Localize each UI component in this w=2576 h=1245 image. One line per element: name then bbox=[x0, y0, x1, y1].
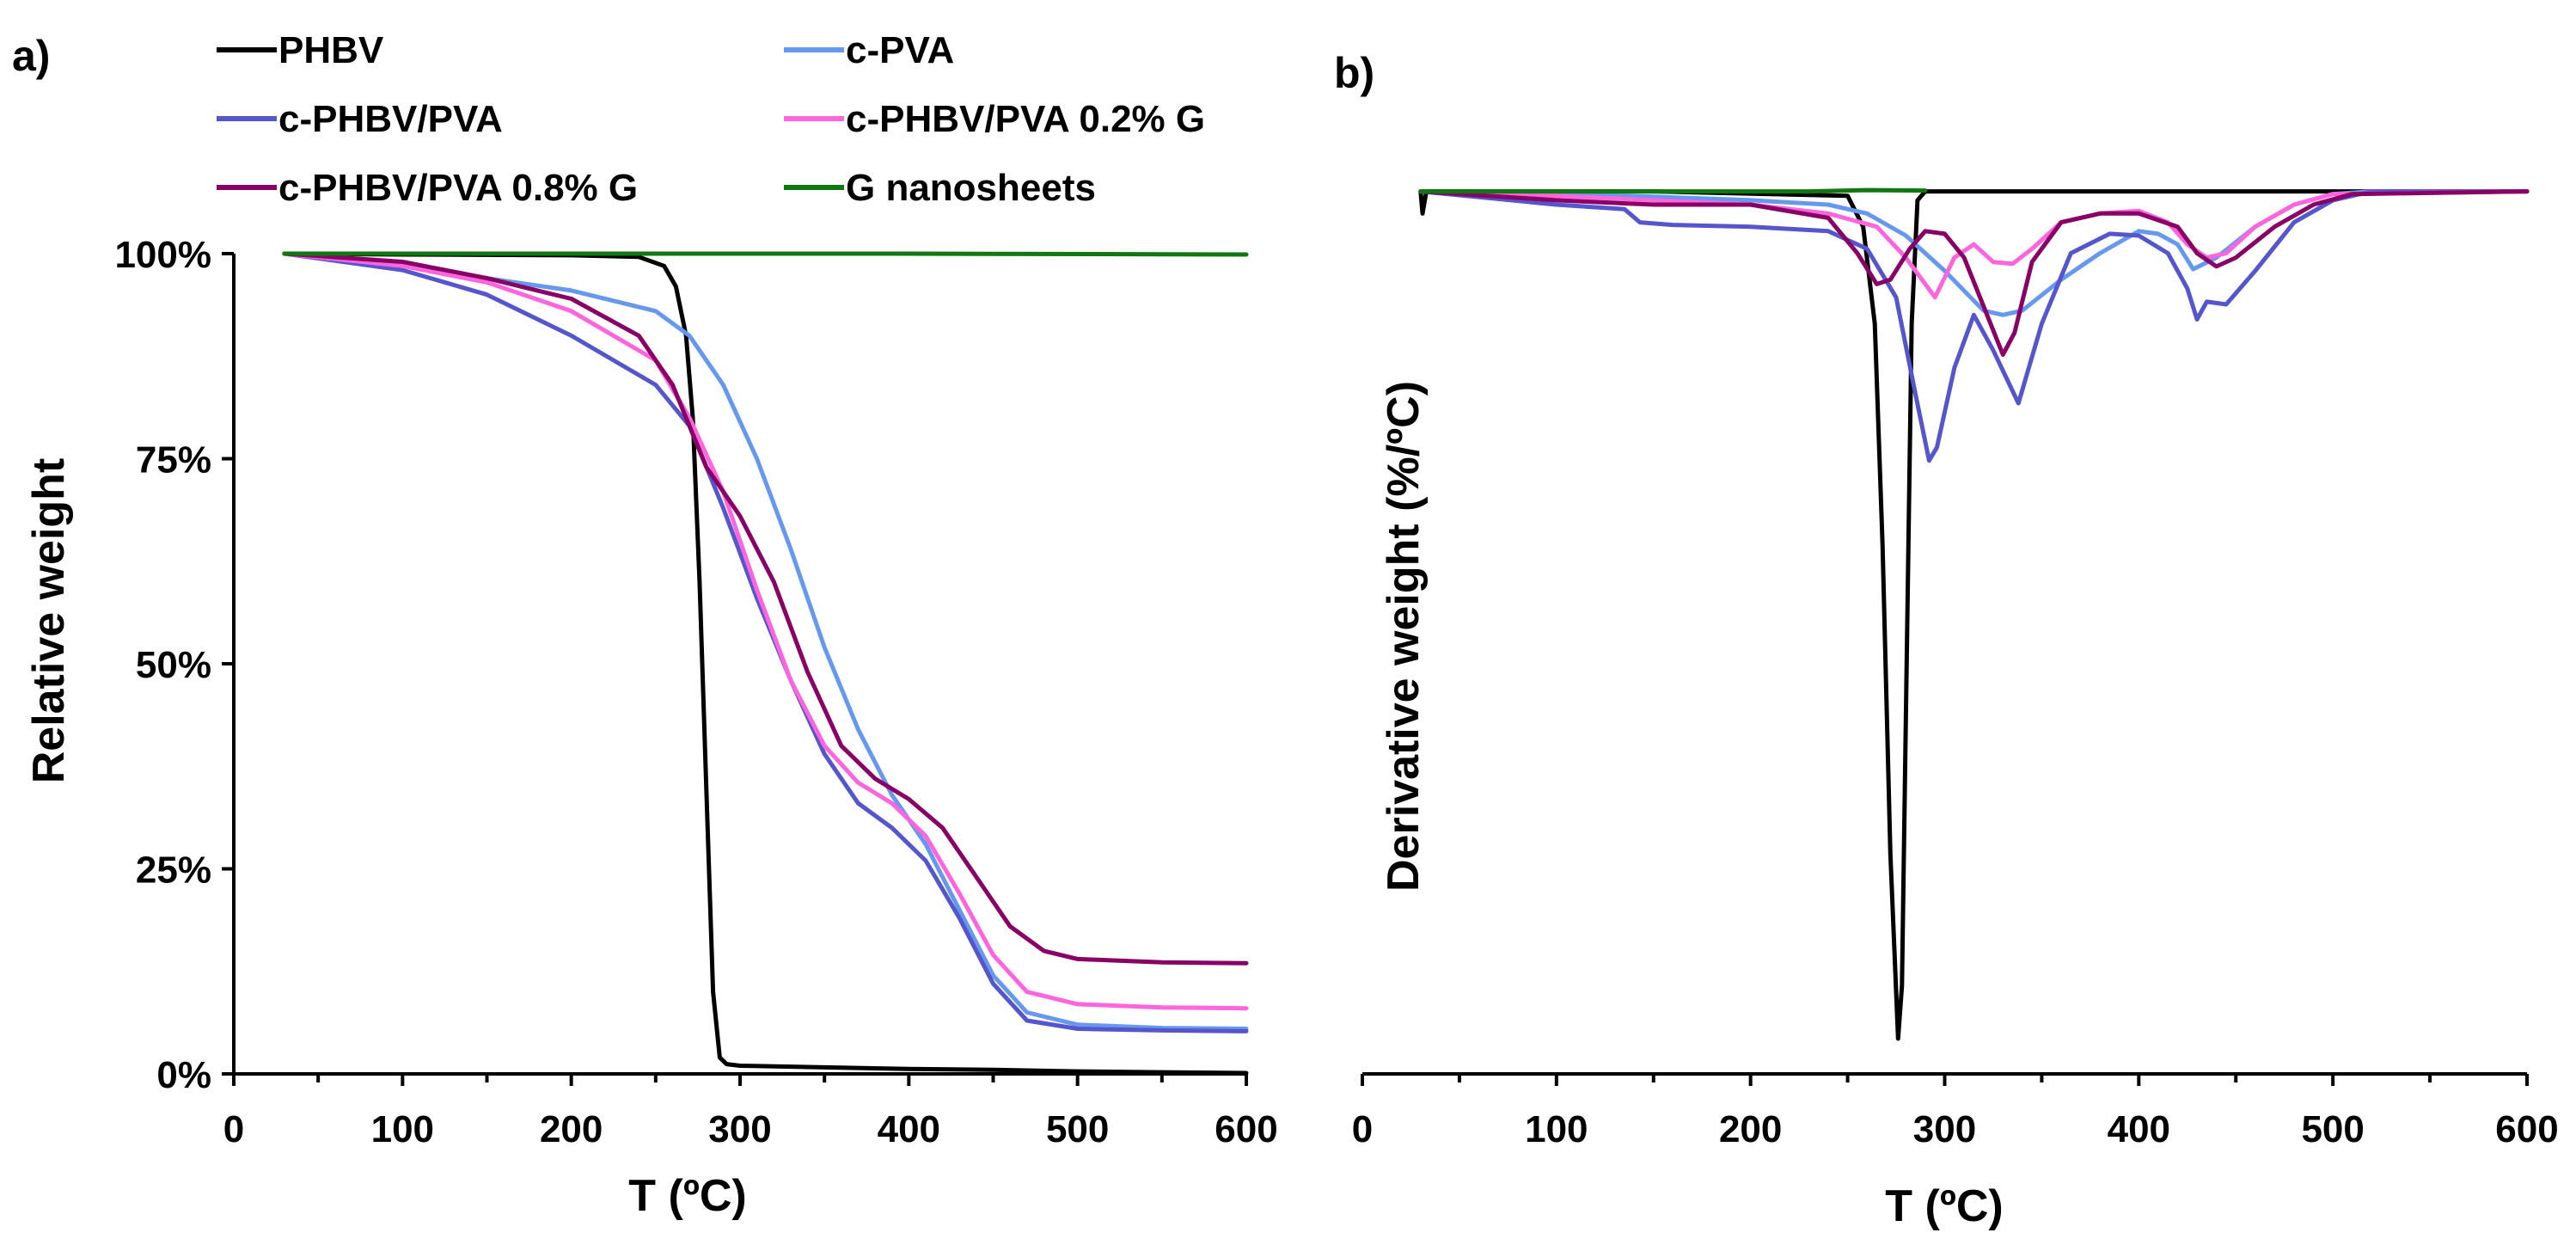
panel-a-y-axis-title: Relative weight bbox=[24, 458, 74, 784]
panel-a-y-tick-label: 0% bbox=[156, 1054, 211, 1096]
panel-b: 0 100 200 300 400 500 600 T (ºC) Derivative we… bbox=[1352, 187, 2559, 1231]
panel-b-x-tick-label: 200 bbox=[1719, 1108, 1782, 1150]
panel-b-y-axis-title: Derivative weight (%/ºC) bbox=[1379, 381, 1429, 892]
panel-a-y-tick-label: 100% bbox=[114, 234, 211, 276]
panel-a-x-tick-label: 100 bbox=[371, 1108, 434, 1150]
panel-a-x-tick-label: 300 bbox=[708, 1108, 771, 1150]
panel-a-series-c-pva bbox=[282, 251, 1249, 1031]
panel-a-series-c-phbv-pva-0-8-g bbox=[282, 251, 1249, 966]
panel-b-series-c-phbv-pva-0-8-g bbox=[1418, 189, 2530, 357]
panel-a: 0 100 200 300 400 500 600 0% 25% 50% 75% 100% T (º… bbox=[24, 234, 1278, 1221]
legend-item-c-phbv-pva: c-PHBV/PVA bbox=[217, 98, 503, 140]
panel-a-x-tick-label: 400 bbox=[878, 1108, 940, 1150]
panel-a-x-tick-label: 0 bbox=[223, 1108, 244, 1150]
panel-b-series-c-pva bbox=[1418, 189, 2530, 317]
panel-a-axes bbox=[232, 254, 1246, 1076]
legend-item-c-phbv-pva-02g: c-PHBV/PVA 0.2% G bbox=[784, 98, 1205, 140]
legend-label: c-PHBV/PVA 0.2% G bbox=[846, 98, 1205, 140]
panel-b-x-axis-title: T (ºC) bbox=[1885, 1181, 2003, 1231]
panel-b-x-tick-label: 600 bbox=[2495, 1108, 2558, 1150]
panel-b-x-tick-label: 0 bbox=[1352, 1108, 1373, 1150]
panel-a-y-tick-label: 50% bbox=[136, 644, 211, 686]
panel-b-x-ticks: 0 100 200 300 400 500 600 bbox=[1352, 1074, 2559, 1150]
legend-label: PHBV bbox=[278, 29, 384, 71]
panel-a-x-axis-title: T (ºC) bbox=[628, 1171, 746, 1221]
panel-a-x-tick-label: 500 bbox=[1046, 1108, 1109, 1150]
panel-b-series-c-phbv-pva bbox=[1418, 189, 2530, 463]
legend-item-c-phbv-pva-08g: c-PHBV/PVA 0.8% G bbox=[217, 167, 638, 209]
legend-item-c-pva: c-PVA bbox=[784, 29, 954, 71]
panel-a-series-c-phbv-pva-0-2-g bbox=[282, 251, 1249, 1011]
panel-b-x-tick-label: 100 bbox=[1525, 1108, 1588, 1150]
legend-label: c-PHBV/PVA bbox=[278, 98, 503, 140]
panel-a-x-ticks: 0 100 200 300 400 500 600 bbox=[223, 1074, 1278, 1150]
panel-a-label: a) bbox=[12, 32, 50, 80]
legend-label: c-PHBV/PVA 0.8% G bbox=[278, 167, 638, 209]
panel-a-y-ticks: 0% 25% 50% 75% 100% bbox=[114, 234, 234, 1096]
panel-a-x-tick-label: 600 bbox=[1215, 1108, 1277, 1150]
panel-a-series-c-phbv-pva bbox=[282, 251, 1249, 1033]
legend-label: c-PVA bbox=[846, 29, 954, 71]
panel-b-x-tick-label: 500 bbox=[2301, 1108, 2364, 1150]
panel-a-series-g-nanosheets bbox=[282, 251, 1249, 257]
panel-a-series bbox=[282, 251, 1249, 1076]
legend-label: G nanosheets bbox=[846, 167, 1096, 209]
panel-b-x-tick-label: 400 bbox=[2108, 1108, 2170, 1150]
panel-b-series bbox=[1418, 187, 2530, 1041]
legend: PHBV c-PVA c-PHBV/PVA c-PHBV/PVA 0.2% G … bbox=[217, 29, 1205, 209]
panel-a-y-tick-label: 75% bbox=[136, 439, 211, 481]
panel-b-series-g-nanosheets bbox=[1418, 187, 1928, 194]
panel-b-series-c-phbv-pva-0-2-g bbox=[1418, 189, 2530, 300]
panel-a-x-tick-label: 200 bbox=[540, 1108, 603, 1150]
panel-a-series-phbv bbox=[282, 251, 1249, 1076]
panel-a-y-tick-label: 25% bbox=[136, 849, 211, 892]
panel-b-label: b) bbox=[1334, 49, 1374, 97]
legend-item-g-nanosheets: G nanosheets bbox=[784, 167, 1096, 209]
panel-b-x-tick-label: 300 bbox=[1913, 1108, 1976, 1150]
legend-item-phbv: PHBV bbox=[217, 29, 384, 71]
